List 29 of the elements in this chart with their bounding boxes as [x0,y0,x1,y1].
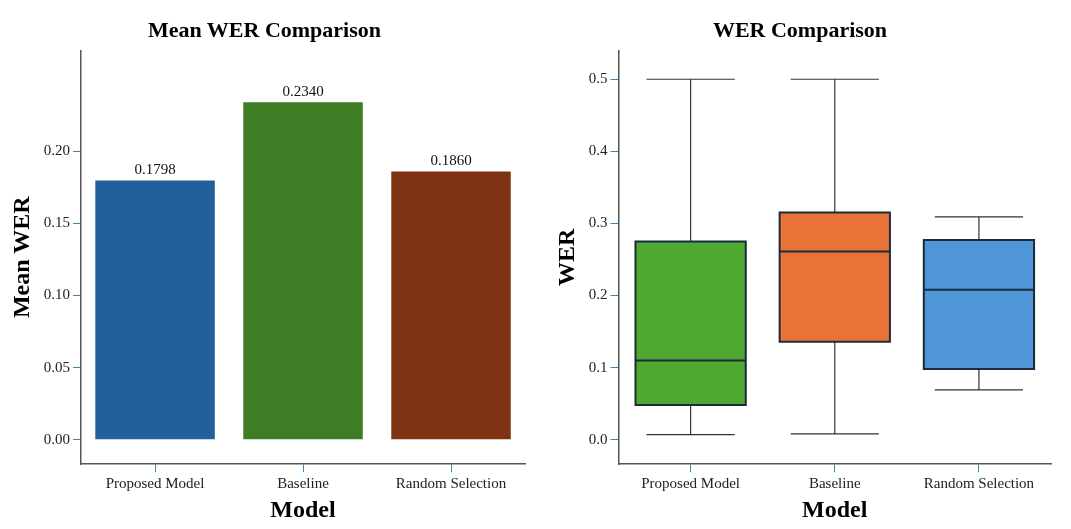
data-label: 0.1860 [430,151,472,168]
x-axis-title: Model [270,495,337,522]
y-tick-label: 0.0 [588,430,608,447]
x-tick-label: Proposed Model [641,475,740,492]
data-label: 0.2340 [282,82,324,99]
y-axis-title: WER [552,227,579,286]
x-tick-label: Baseline [808,475,861,492]
x-tick-label: Baseline [277,475,330,492]
y-tick-label: 0.05 [43,358,71,375]
y-tick-label: 0.4 [588,142,609,159]
y-tick-label: 0.15 [43,214,71,231]
bar [391,171,511,440]
x-tick-label: Proposed Model [105,475,205,492]
data-label: 0.1798 [134,160,176,177]
x-tick-label: Random Selection [395,475,507,492]
y-tick-label: 0.3 [588,214,608,231]
y-tick-label: 0.10 [43,286,71,303]
y-tick-label: 0.1 [588,358,608,375]
bar [243,102,363,440]
x-tick-label: Random Selection [923,475,1035,492]
y-tick-label: 0.5 [588,70,608,87]
y-axis-title: Mean WER [7,195,34,319]
y-tick-label: 0.2 [588,286,608,303]
y-tick-label: 0.20 [43,142,71,159]
chart-title: Mean WER Comparison [147,16,382,42]
x-axis-title: Model [802,495,868,522]
y-tick-label: 0.00 [43,430,71,447]
chart-title: WER Comparison [712,16,888,42]
bar [95,180,215,440]
